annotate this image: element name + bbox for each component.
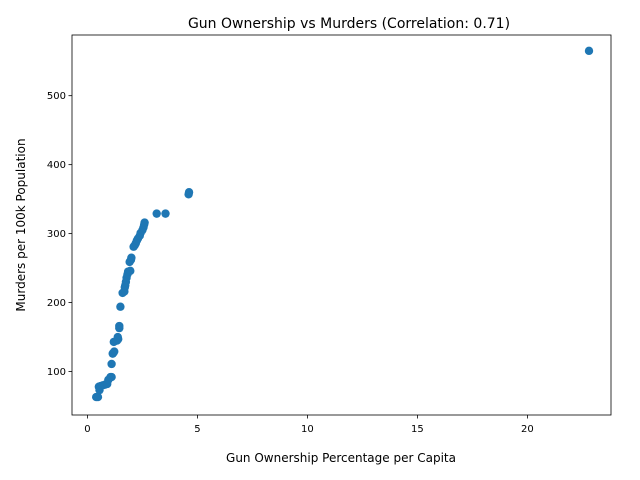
data-point [110,347,119,356]
data-point [140,218,149,227]
data-point [127,253,136,262]
x-axis-label: Gun Ownership Percentage per Capita [226,451,456,465]
y-tick-label: 100 [47,367,66,378]
y-tick-label: 200 [47,298,66,309]
x-tick-label: 5 [194,424,200,435]
y-tick-label: 300 [47,229,66,240]
data-point [184,188,194,197]
data-point [126,266,135,276]
chart-title: Gun Ownership vs Murders (Correlation: 0… [188,16,510,32]
y-axis: 100 200 300 400 500 [47,91,72,378]
x-tick-label: 10 [301,424,314,435]
axes-frame [71,34,612,416]
data-point [113,332,122,342]
y-tick-label: 400 [47,160,66,171]
x-axis: 0 5 10 15 20 [84,415,534,435]
x-tick-label: 20 [521,424,534,435]
y-axis-label: Murders per 100k Population [14,138,28,311]
data-point [584,46,594,56]
data-point [116,302,125,311]
data-point [93,392,103,402]
data-point [115,321,124,331]
data-point [107,359,116,369]
x-tick-label: 15 [411,424,424,435]
data-point [107,372,116,382]
x-tick-label: 0 [84,424,90,435]
data-point [161,209,170,218]
y-tick-label: 500 [47,91,66,102]
plot-area [92,46,594,402]
data-point [152,209,161,218]
